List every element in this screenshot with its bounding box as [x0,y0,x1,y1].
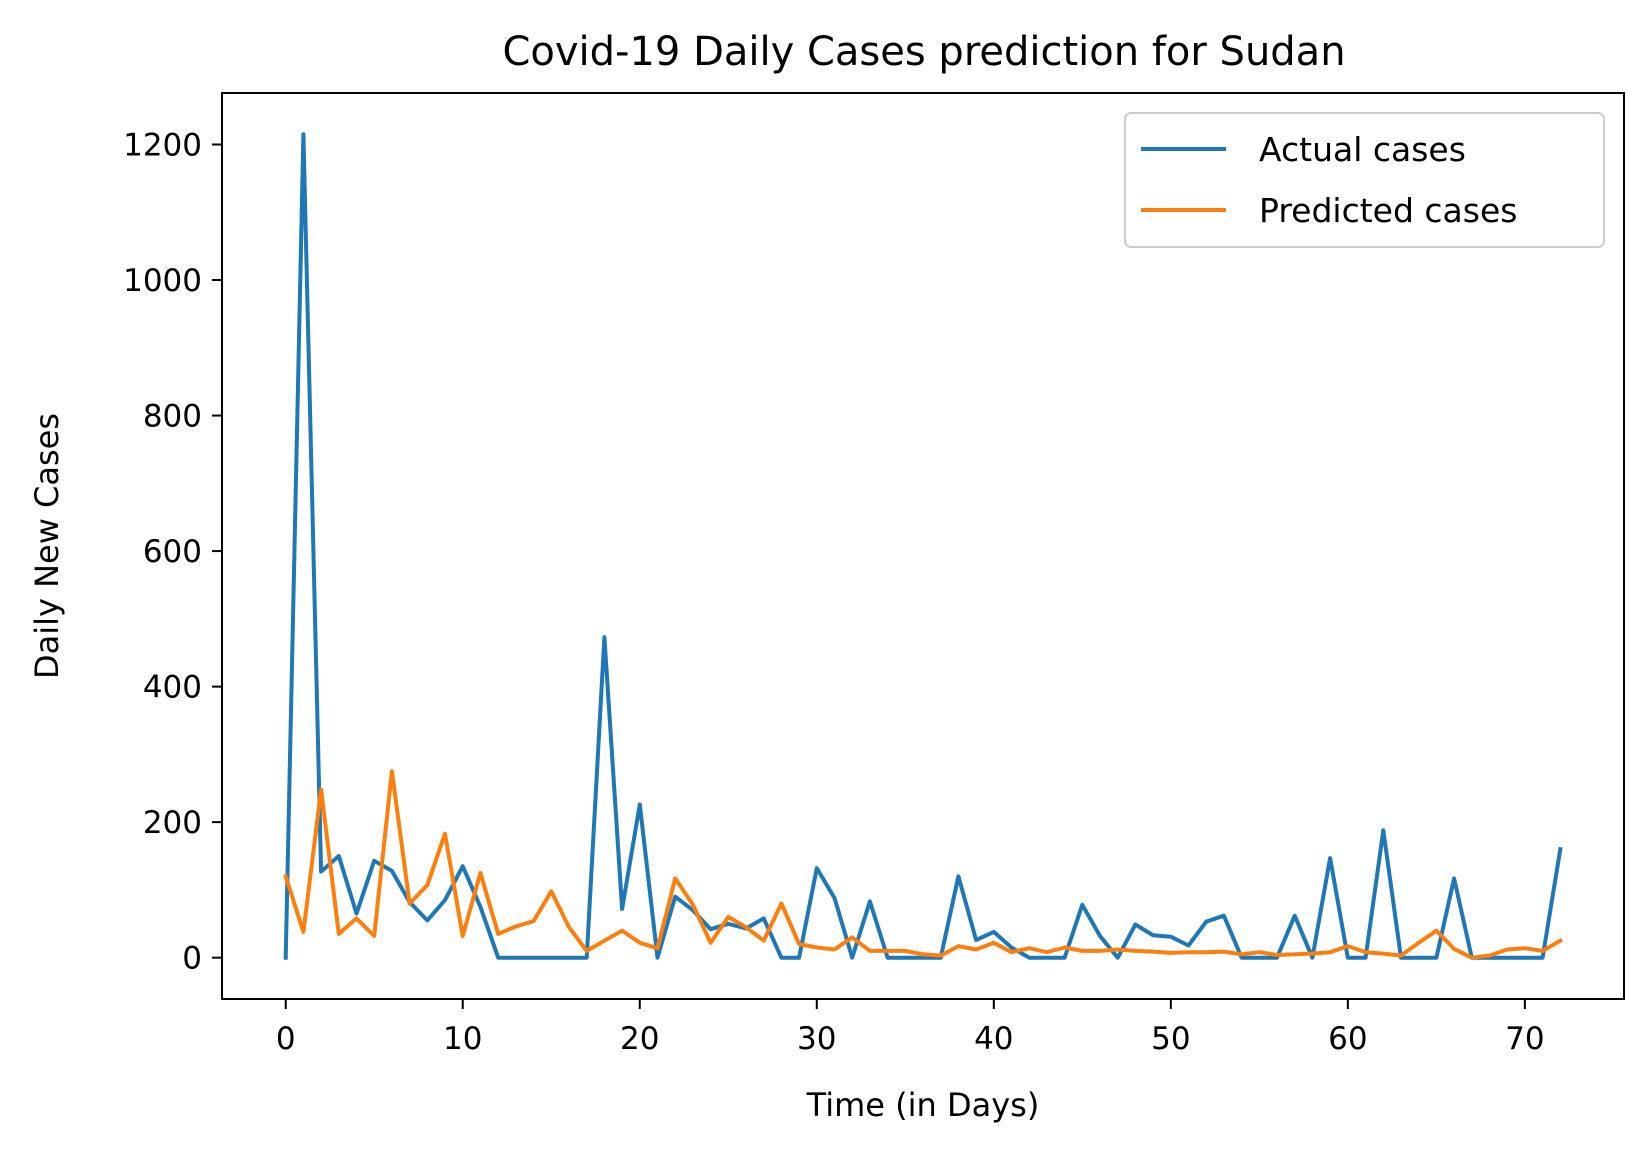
y-axis-label: Daily New Cases [28,413,66,679]
chart-title: Covid-19 Daily Cases prediction for Suda… [502,29,1345,75]
x-axis-label: Time (in Days) [806,1086,1040,1124]
x-tick-label: 20 [620,1021,659,1057]
y-tick-label: 600 [143,534,202,570]
y-tick-label: 200 [143,805,202,841]
y-axis: 0 200 400 600 800 1000 1200 [123,128,222,977]
x-tick-label: 60 [1328,1021,1367,1057]
plot-lines [283,132,1564,960]
series-line-actual [283,132,1563,960]
x-tick-label: 40 [974,1021,1013,1057]
legend-label-predicted: Predicted cases [1259,191,1517,230]
x-tick-label: 10 [443,1021,482,1057]
legend-label-actual: Actual cases [1259,130,1466,169]
series-line-predicted [283,769,1564,960]
y-tick-label: 400 [143,670,202,706]
x-tick-label: 30 [797,1021,836,1057]
x-axis: 0 10 20 30 40 50 60 70 [276,999,1545,1057]
y-tick-label: 1200 [123,128,202,164]
x-tick-label: 70 [1505,1021,1544,1057]
legend-frame [1124,112,1605,248]
x-tick-label: 50 [1151,1021,1190,1057]
y-tick-label: 800 [143,399,202,435]
legend: Actual cases Predicted cases [1124,112,1605,248]
y-tick-label: 1000 [123,263,202,299]
x-tick-label: 0 [276,1021,296,1057]
plot-frame [221,92,1625,1000]
y-tick-label: 0 [182,941,202,977]
